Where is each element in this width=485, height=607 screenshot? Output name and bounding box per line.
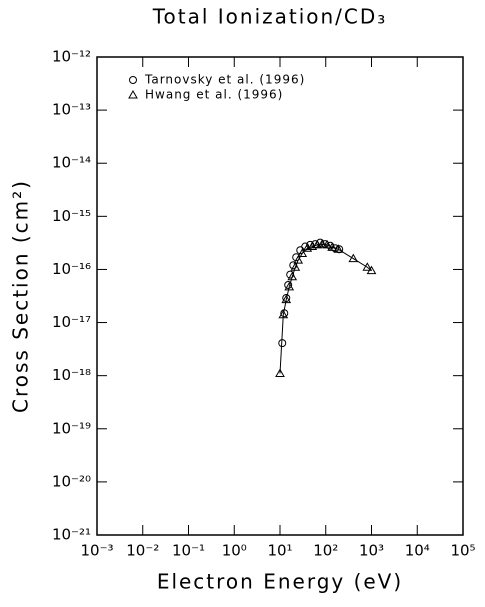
data-point <box>278 309 289 319</box>
plot-frame <box>96 56 464 536</box>
data-point <box>348 253 359 263</box>
data-point <box>293 255 304 264</box>
y-axis-label: Cross Section (cm²) <box>9 179 33 413</box>
data-point <box>362 262 373 271</box>
x-axis-label: Electron Energy (eV) <box>157 570 403 594</box>
data-point <box>287 271 298 281</box>
data-point <box>284 281 295 291</box>
data-point <box>327 242 338 251</box>
x-tick-label: 10¹ <box>267 542 292 560</box>
x-tick-label: 10² <box>313 542 338 560</box>
legend-marker <box>129 76 137 84</box>
legend-label: Hwang et al. (1996) <box>145 88 283 102</box>
y-tick-label: 10⁻¹⁸ <box>52 366 91 384</box>
y-tick-label: 10⁻¹⁴ <box>52 154 91 172</box>
chart-title: Total Ionization/CD₃ <box>152 5 388 29</box>
legend-marker <box>128 89 138 99</box>
x-tick-label: 10³ <box>359 542 384 560</box>
y-tick-label: 10⁻¹⁹ <box>52 419 91 437</box>
legend-label: Tarnovsky et al. (1996) <box>144 73 305 87</box>
data-point <box>297 248 308 257</box>
y-tick-label: 10⁻¹³ <box>52 101 91 119</box>
data-point <box>281 294 292 304</box>
y-tick-label: 10⁻²⁰ <box>52 472 91 490</box>
x-tick-label: 10⁵ <box>450 542 475 560</box>
data-point <box>290 262 301 271</box>
x-tick-label: 10⁻¹ <box>172 542 205 560</box>
y-tick-label: 10⁻¹⁶ <box>52 260 91 278</box>
y-tick-label: 10⁻²¹ <box>52 526 91 544</box>
data-point <box>333 244 344 253</box>
x-tick-label: 10⁻³ <box>80 542 113 560</box>
y-tick-label: 10⁻¹⁷ <box>52 313 91 331</box>
data-point <box>284 280 293 289</box>
x-tick-label: 10⁻² <box>126 542 159 560</box>
data-point <box>322 239 332 249</box>
data-point <box>366 265 377 275</box>
x-tick-label: 10⁰ <box>222 542 247 560</box>
y-tick-label: 10⁻¹⁵ <box>52 207 91 225</box>
data-point <box>275 368 285 377</box>
data-point <box>317 239 328 248</box>
y-tick-label: 10⁻¹² <box>52 48 91 66</box>
x-tick-label: 10⁴ <box>405 542 430 560</box>
